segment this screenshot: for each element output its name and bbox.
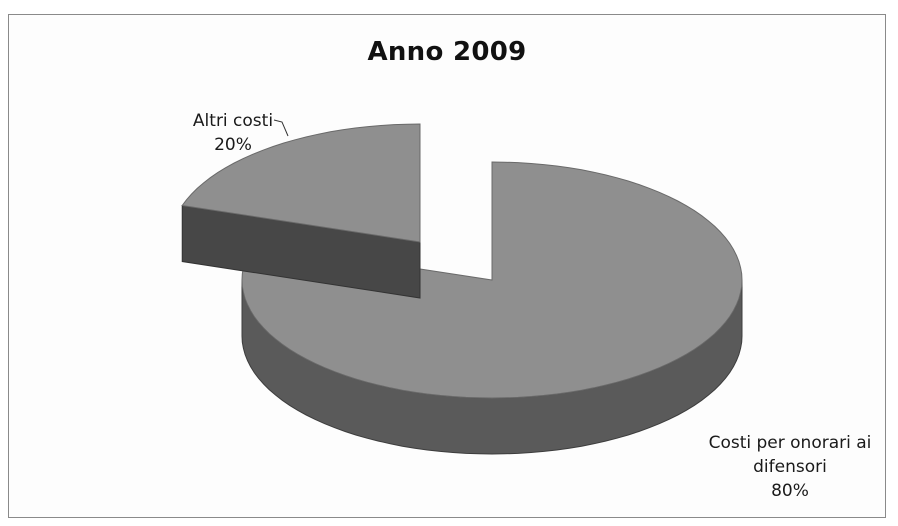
pie-slice-1 (241, 161, 743, 455)
pie-slice-2-top (181, 123, 421, 243)
pie-slice-1-top (241, 161, 743, 399)
slice-1-label-line-1: Costi per onorari ai (709, 433, 872, 453)
slice-2-label-line-1: Altri costi (193, 111, 273, 131)
slice-2-percent: 20% (214, 135, 252, 155)
slice-1-percent: 80% (771, 481, 809, 501)
slice-1-label-line-2: difensori (753, 457, 827, 477)
slice-2-leader-line (273, 119, 289, 137)
pie-slice-2 (181, 123, 421, 299)
chart-title: Anno 2009 (367, 37, 527, 67)
